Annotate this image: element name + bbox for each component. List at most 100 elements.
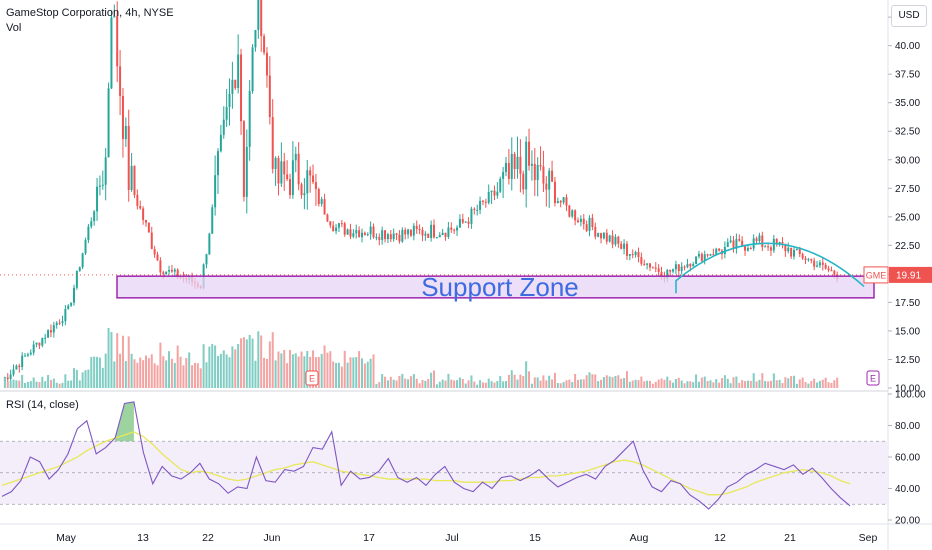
candle-body [349, 229, 352, 237]
volume-bar [260, 335, 263, 388]
volume-bar [346, 362, 349, 388]
volume-bar [775, 380, 778, 388]
volume-bar [139, 357, 142, 388]
volume-bar [510, 370, 513, 388]
candle-body [335, 227, 338, 232]
candle-body [162, 272, 165, 275]
candle-body [52, 325, 55, 333]
volume-bar [553, 372, 556, 388]
volume-bar [801, 377, 804, 388]
volume-bar [176, 345, 179, 388]
candle-body [798, 248, 801, 255]
volume-bar [582, 379, 585, 388]
volume-bar [614, 376, 617, 388]
volume-bar [188, 352, 191, 388]
candle-body [467, 221, 470, 224]
candle-body [556, 201, 559, 204]
candle-body [565, 197, 568, 206]
volume-bar [778, 379, 781, 388]
candle-body [15, 365, 18, 370]
candle-body [683, 266, 686, 268]
volume-bar [58, 383, 61, 388]
candle-body [369, 226, 372, 235]
volume-bar [441, 379, 444, 388]
candle-body [623, 243, 626, 249]
volume-bar [677, 377, 680, 388]
volume-bar [602, 377, 605, 388]
candle-body [821, 262, 824, 265]
candle-body [456, 227, 459, 231]
candle-body [631, 254, 634, 256]
volume-bar [90, 356, 93, 388]
volume-bar [191, 365, 194, 388]
volume-bar [643, 381, 646, 388]
candle-body [513, 153, 516, 170]
volume-bar [798, 379, 801, 388]
candle-body [286, 174, 289, 180]
candle-body [672, 269, 675, 272]
volume-bar [680, 380, 683, 388]
volume-bar [787, 378, 790, 388]
candle-body [24, 355, 27, 357]
candle-body [818, 262, 821, 266]
candle-body [139, 205, 142, 209]
volume-bar [398, 375, 401, 388]
volume-bar [804, 382, 807, 388]
candle-body [484, 201, 487, 203]
volume-bar [323, 345, 326, 388]
volume-bar [179, 356, 182, 388]
price-tick-label: 37.50 [895, 70, 920, 81]
candle-body [778, 241, 781, 245]
candle-body [548, 170, 551, 190]
volume-bar [608, 376, 611, 388]
volume-bar [499, 376, 502, 388]
candle-body [660, 272, 663, 277]
candle-body [499, 178, 502, 192]
volume-bar [35, 381, 38, 388]
rsi-tick-label: 100.00 [895, 390, 926, 401]
volume-bar [104, 353, 107, 388]
volume-indicator-label[interactable]: Vol [6, 22, 22, 34]
volume-bar [764, 381, 767, 388]
candle-body [289, 179, 291, 196]
volume-bar [810, 381, 813, 388]
volume-bar [26, 381, 29, 388]
volume-bar [87, 369, 90, 388]
volume-bar [479, 380, 482, 388]
candle-body [617, 236, 620, 244]
volume-bar [395, 380, 398, 388]
volume-bar [525, 361, 528, 388]
candle-body [588, 217, 591, 231]
candle-body [240, 54, 243, 122]
candle-body [176, 269, 179, 278]
volume-bar [588, 372, 591, 388]
candle-body [767, 246, 770, 248]
candle-body [271, 117, 274, 169]
currency-button[interactable]: USD [891, 5, 927, 27]
volume-bar [21, 374, 24, 388]
volume-bar [240, 338, 243, 388]
candle-body [441, 232, 444, 236]
symbol-title[interactable]: GameStop Corporation, 4h, NYSE [6, 7, 174, 19]
volume-bar [70, 380, 73, 388]
candle-body [827, 268, 830, 271]
candle-body [649, 263, 651, 268]
candle-body [453, 229, 456, 231]
candle-body [147, 222, 150, 233]
volume-bar [528, 371, 531, 388]
volume-bar [790, 376, 793, 388]
candle-body [706, 254, 709, 256]
candle-body [726, 242, 729, 248]
volume-bar [772, 373, 775, 388]
candle-body [746, 247, 749, 251]
candle-body [81, 253, 84, 268]
volume-bar [32, 377, 35, 388]
volume-bar [761, 373, 764, 388]
volume-bar [297, 356, 300, 388]
candle-body [473, 208, 476, 210]
volume-bar [401, 373, 404, 388]
volume-bar [611, 377, 614, 388]
volume-bar [548, 375, 551, 388]
volume-bar [490, 381, 493, 388]
